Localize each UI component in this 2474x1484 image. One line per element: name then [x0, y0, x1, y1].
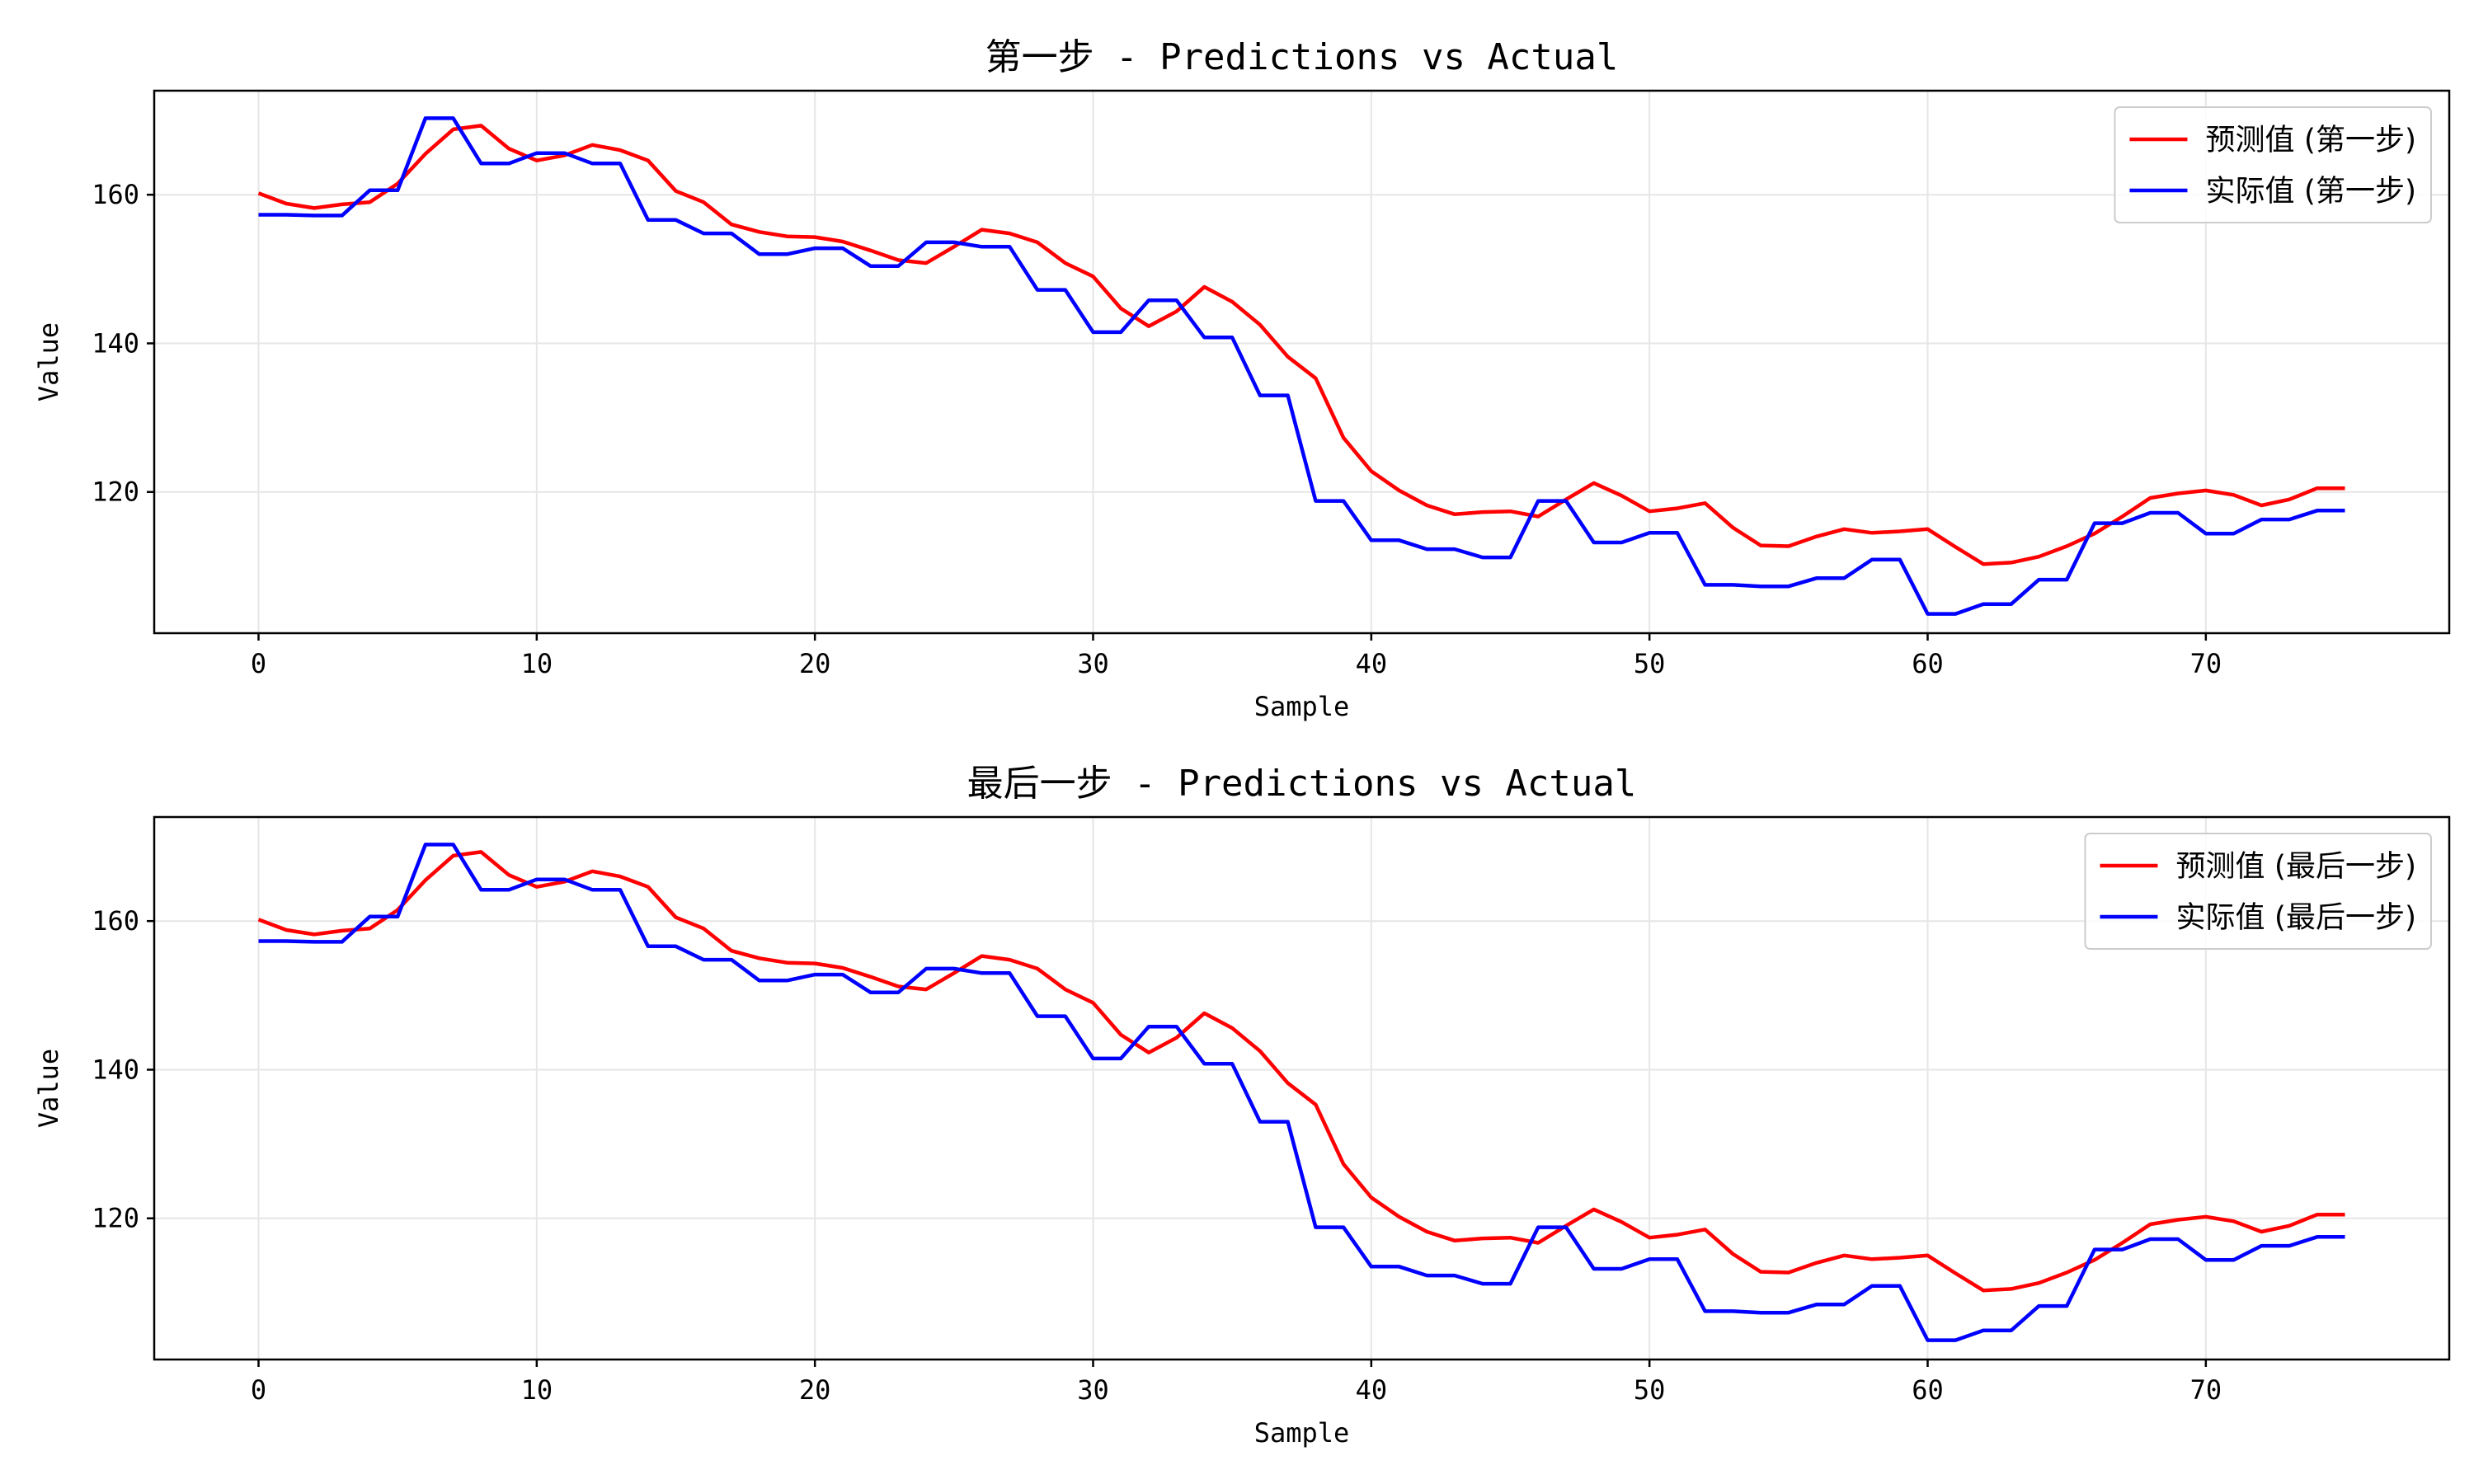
predicted-series-line: [257, 850, 2345, 1293]
series-lines: [257, 116, 2345, 616]
panels: 0 10 20 30 40 50 60 70 120 140 160 第一步 - Prediction…: [33, 36, 2451, 1449]
x-tick-label: 50: [1634, 648, 1666, 679]
chart-panel-2: 0 10 20 30 40 50 60 70 120 140 160 最后一步 - Predictio…: [33, 763, 2451, 1449]
grid: [154, 91, 2449, 633]
y-axis-label: Value: [33, 1049, 64, 1128]
x-tick-label: 20: [799, 648, 831, 679]
legend-label: 实际值 (第一步): [2205, 175, 2416, 209]
y-tick-label: 160: [92, 179, 139, 210]
x-tick-label: 70: [2190, 648, 2222, 679]
legend-box: [2084, 833, 2432, 950]
y-tick-label: 140: [92, 1054, 139, 1085]
x-axis-label: Sample: [1254, 691, 1350, 722]
legend-box: [2114, 106, 2432, 223]
legend-label: 预测值 (第一步): [2205, 124, 2416, 157]
legend-label: 预测值 (最后一步): [2175, 850, 2416, 884]
y-tick-label: 120: [92, 477, 139, 508]
legend: 预测值 (最后一步) 实际值 (最后一步): [2084, 833, 2432, 950]
x-tick-label: 10: [521, 1374, 553, 1406]
y-tick-label: 160: [92, 905, 139, 937]
y-tick-label: 120: [92, 1203, 139, 1234]
legend-label: 实际值 (最后一步): [2175, 901, 2416, 935]
x-tick-label: 70: [2190, 1374, 2222, 1406]
x-tick-label: 0: [251, 648, 266, 679]
x-tick-label: 40: [1356, 1374, 1388, 1406]
chart-panel-1: 0 10 20 30 40 50 60 70 120 140 160 第一步 - Prediction…: [33, 36, 2451, 722]
actual-series-line: [258, 843, 2345, 1342]
x-tick-label: 60: [1912, 648, 1944, 679]
y-axis-label: Value: [33, 322, 64, 402]
plot-frame: [153, 815, 2451, 1361]
x-tick-label: 0: [251, 1374, 266, 1406]
x-tick-label: 20: [799, 1374, 831, 1406]
chart-title: 最后一步 - Predictions vs Actual: [967, 763, 1637, 805]
plot-frame: [153, 89, 2451, 635]
x-tick-label: 40: [1356, 648, 1388, 679]
x-tick-label: 50: [1634, 1374, 1666, 1406]
y-tick-label: 140: [92, 327, 139, 359]
x-axis-label: Sample: [1254, 1417, 1350, 1449]
x-tick-label: 30: [1077, 1374, 1109, 1406]
chart-title: 第一步 - Predictions vs Actual: [985, 36, 1619, 78]
predicted-series-line: [257, 124, 2345, 566]
x-tick-label: 10: [521, 648, 553, 679]
actual-series-line: [258, 116, 2345, 616]
x-tick-label: 30: [1077, 648, 1109, 679]
series-lines: [257, 843, 2345, 1342]
x-tick-label: 60: [1912, 1374, 1944, 1406]
legend: 预测值 (第一步) 实际值 (第一步): [2114, 106, 2432, 223]
